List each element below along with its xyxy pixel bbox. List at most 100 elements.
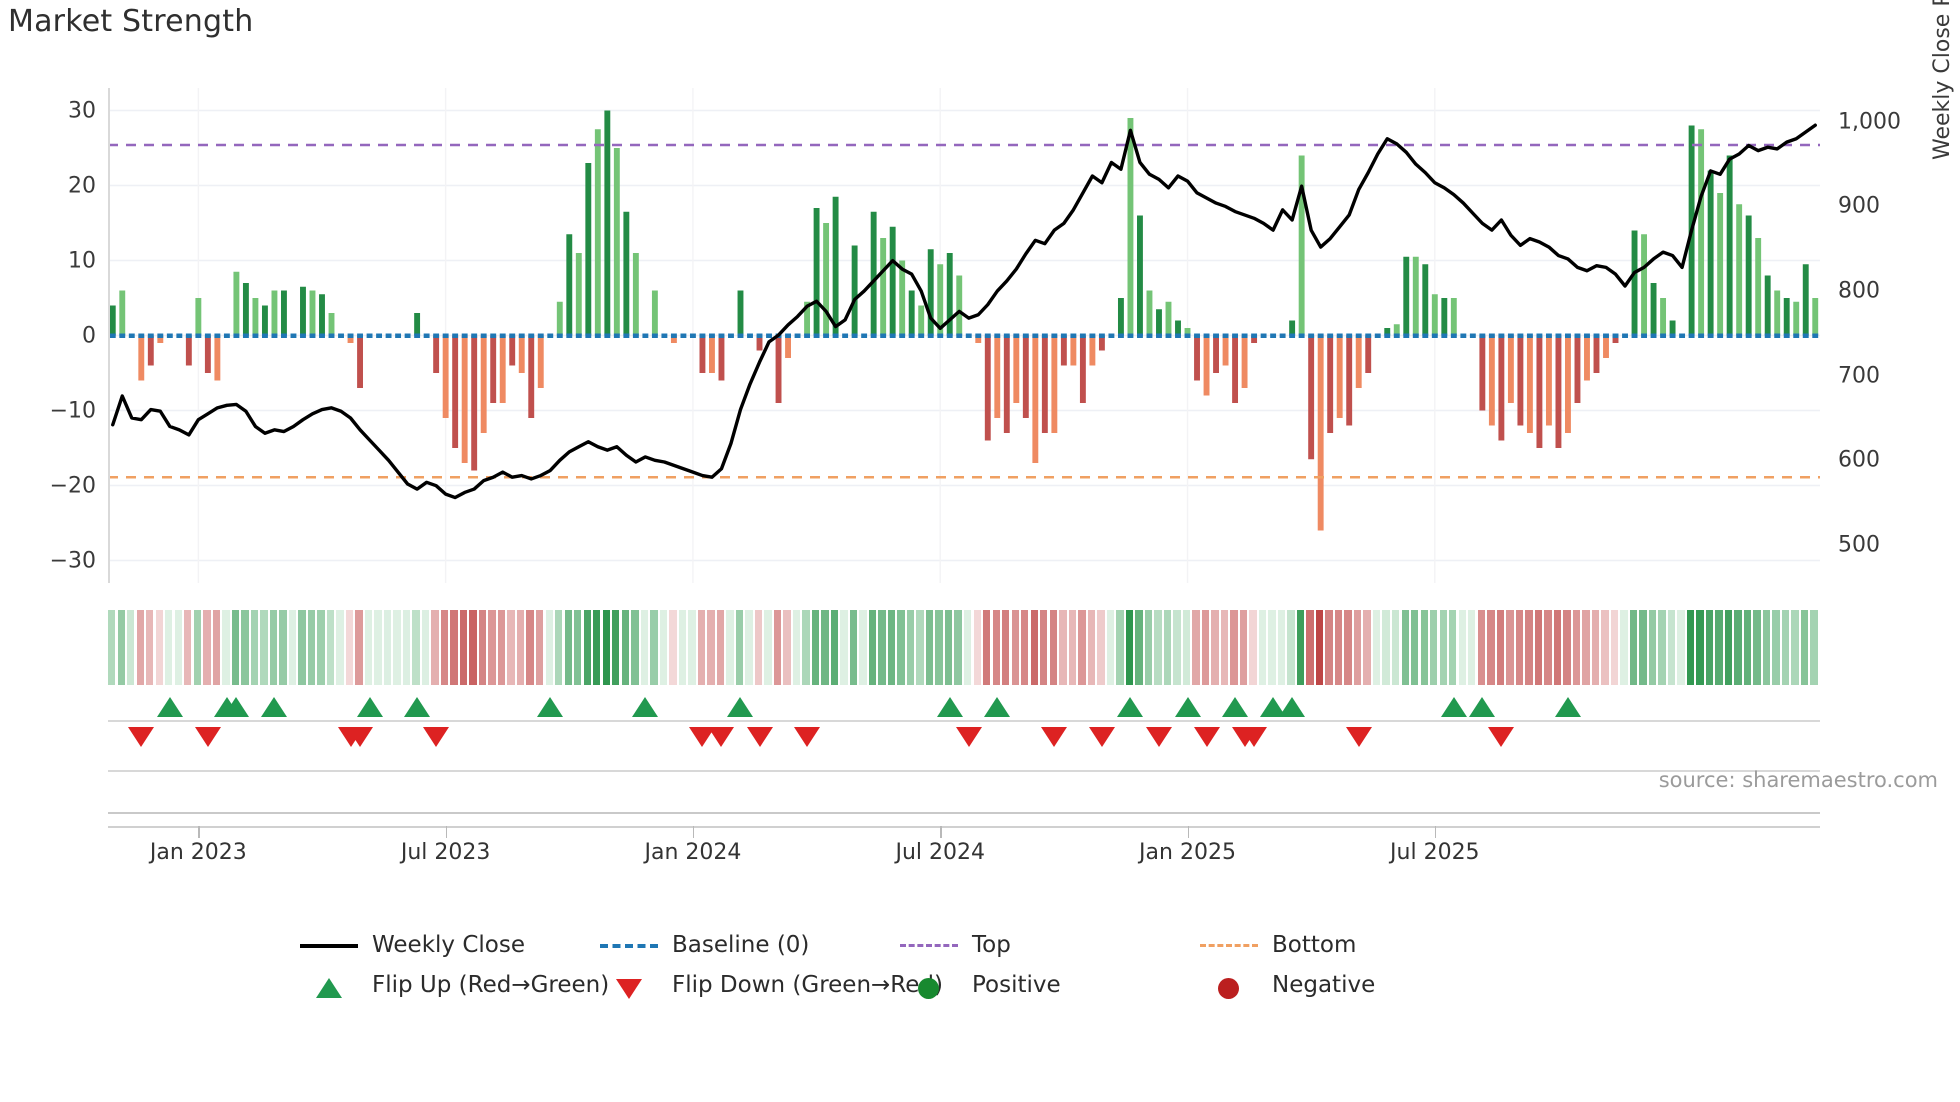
strength-bar xyxy=(1593,335,1600,373)
baseline-stub xyxy=(984,333,991,338)
flip-down-marker xyxy=(1241,727,1268,747)
baseline-stub xyxy=(509,333,516,338)
strength-bar xyxy=(737,290,744,336)
baseline-stub xyxy=(1260,333,1267,338)
legend-item-negative[interactable]: Negative xyxy=(1200,965,1375,1005)
heatstrip-cell xyxy=(1315,610,1324,685)
heatstrip-cell xyxy=(1553,610,1562,685)
strength-bar xyxy=(1726,155,1733,336)
heatstrip-cell xyxy=(1220,610,1229,685)
baseline-stub xyxy=(1574,333,1581,338)
baseline-stub xyxy=(1051,333,1058,338)
baseline-stub xyxy=(1279,333,1286,338)
heatstrip-cell xyxy=(459,610,468,685)
baseline-stub xyxy=(1793,333,1800,338)
heatstrip-cell xyxy=(621,610,629,685)
heatstrip-cell xyxy=(650,610,658,685)
baseline-stub xyxy=(1669,333,1676,338)
heatstrip-cell xyxy=(1306,610,1314,685)
legend-item-baseline-0[interactable]: Baseline (0) xyxy=(600,925,809,965)
legend-item-bottom[interactable]: Bottom xyxy=(1200,925,1356,965)
x-tick-label: Jul 2023 xyxy=(400,840,491,865)
baseline-stub xyxy=(604,333,611,338)
legend-item-flip-down-green-red[interactable]: Flip Down (Green→Red) xyxy=(600,965,943,1005)
baseline-stub xyxy=(747,333,753,338)
flip-down-marker xyxy=(708,727,735,747)
baseline-stub xyxy=(1393,333,1400,338)
baseline-stub xyxy=(1584,333,1590,338)
baseline-stub xyxy=(1412,333,1419,338)
heatstrip-cell xyxy=(773,610,782,685)
baseline-stub xyxy=(1736,333,1743,338)
legend-item-top[interactable]: Top xyxy=(900,925,1011,965)
baseline-stub xyxy=(899,333,906,338)
baseline-stub xyxy=(1698,333,1705,338)
strength-bar xyxy=(357,335,363,388)
strength-bar xyxy=(623,211,630,336)
baseline-stub xyxy=(575,333,582,338)
y-axis-line xyxy=(108,88,110,583)
strength-bar xyxy=(119,290,126,336)
heatstrip-cell xyxy=(964,610,972,685)
strength-bar xyxy=(1013,335,1020,403)
baseline-stub xyxy=(851,333,858,338)
heatstrip-cell xyxy=(364,610,373,685)
strength-bar xyxy=(1536,335,1543,448)
baseline-stub xyxy=(1232,333,1239,338)
strength-bar xyxy=(1298,155,1305,336)
baseline-stub xyxy=(728,333,734,338)
legend-item-weekly-close[interactable]: Weekly Close xyxy=(300,925,525,965)
flip-down-marker xyxy=(1088,727,1115,747)
heatstrip-cell xyxy=(583,610,591,685)
heatstrip-cell xyxy=(231,610,240,685)
flip-baseline-rule xyxy=(108,720,1820,722)
weekly-close-line xyxy=(111,123,1817,500)
heatstrip-cell xyxy=(1487,610,1495,685)
strength-bar xyxy=(1070,335,1077,366)
heatstrip-cell xyxy=(1458,610,1466,685)
heatstrip-cell xyxy=(450,610,458,685)
baseline-stub xyxy=(271,333,278,338)
strength-bar xyxy=(889,226,896,336)
heatstrip-cell xyxy=(735,610,744,685)
strength-bar xyxy=(195,298,202,336)
heatstrip-cell xyxy=(1277,610,1286,685)
heatstrip-cell xyxy=(288,610,297,685)
legend-item-label: Flip Up (Red→Green) xyxy=(372,972,610,998)
baseline-stub xyxy=(1565,333,1571,338)
strength-bar xyxy=(1650,283,1657,336)
heatstrip-cell xyxy=(355,610,363,685)
strength-bar xyxy=(1137,215,1143,336)
strength-bar xyxy=(1412,256,1419,336)
flip-down-marker xyxy=(1145,727,1172,747)
strength-bar xyxy=(1194,335,1200,381)
legend-item-flip-up-red-green[interactable]: Flip Up (Red→Green) xyxy=(300,965,609,1005)
strength-bar xyxy=(471,335,478,471)
flip-down-marker xyxy=(1193,727,1220,747)
baseline-stub xyxy=(1127,333,1134,338)
strength-bar xyxy=(1241,335,1248,388)
baseline-stub xyxy=(109,333,116,338)
legend-item-label: Baseline (0) xyxy=(672,932,810,958)
heatstrip-cell xyxy=(678,610,687,685)
baseline-stub xyxy=(813,333,820,338)
strength-bar xyxy=(1089,335,1096,366)
strength-bar xyxy=(1317,335,1324,531)
strength-bar xyxy=(1022,335,1029,418)
x-tick-mark xyxy=(198,826,200,838)
heatstrip-cell xyxy=(212,610,221,685)
baseline-stub xyxy=(1460,333,1467,338)
baseline-stub xyxy=(1631,333,1638,338)
heatstrip-cell xyxy=(1372,610,1381,685)
heatstrip-cell xyxy=(1753,610,1761,685)
legend-item-positive[interactable]: Positive xyxy=(900,965,1061,1005)
strength-bar xyxy=(271,290,278,336)
heatstrip-cell xyxy=(1021,610,1029,685)
strength-bar xyxy=(1232,335,1239,403)
strength-bar xyxy=(956,275,963,336)
baseline-stub xyxy=(252,333,259,338)
heatstrip-cell xyxy=(1696,610,1704,685)
heatstrip-cell xyxy=(1743,610,1752,685)
baseline-stub xyxy=(1108,333,1115,338)
heatstrip-cell xyxy=(1173,610,1181,685)
